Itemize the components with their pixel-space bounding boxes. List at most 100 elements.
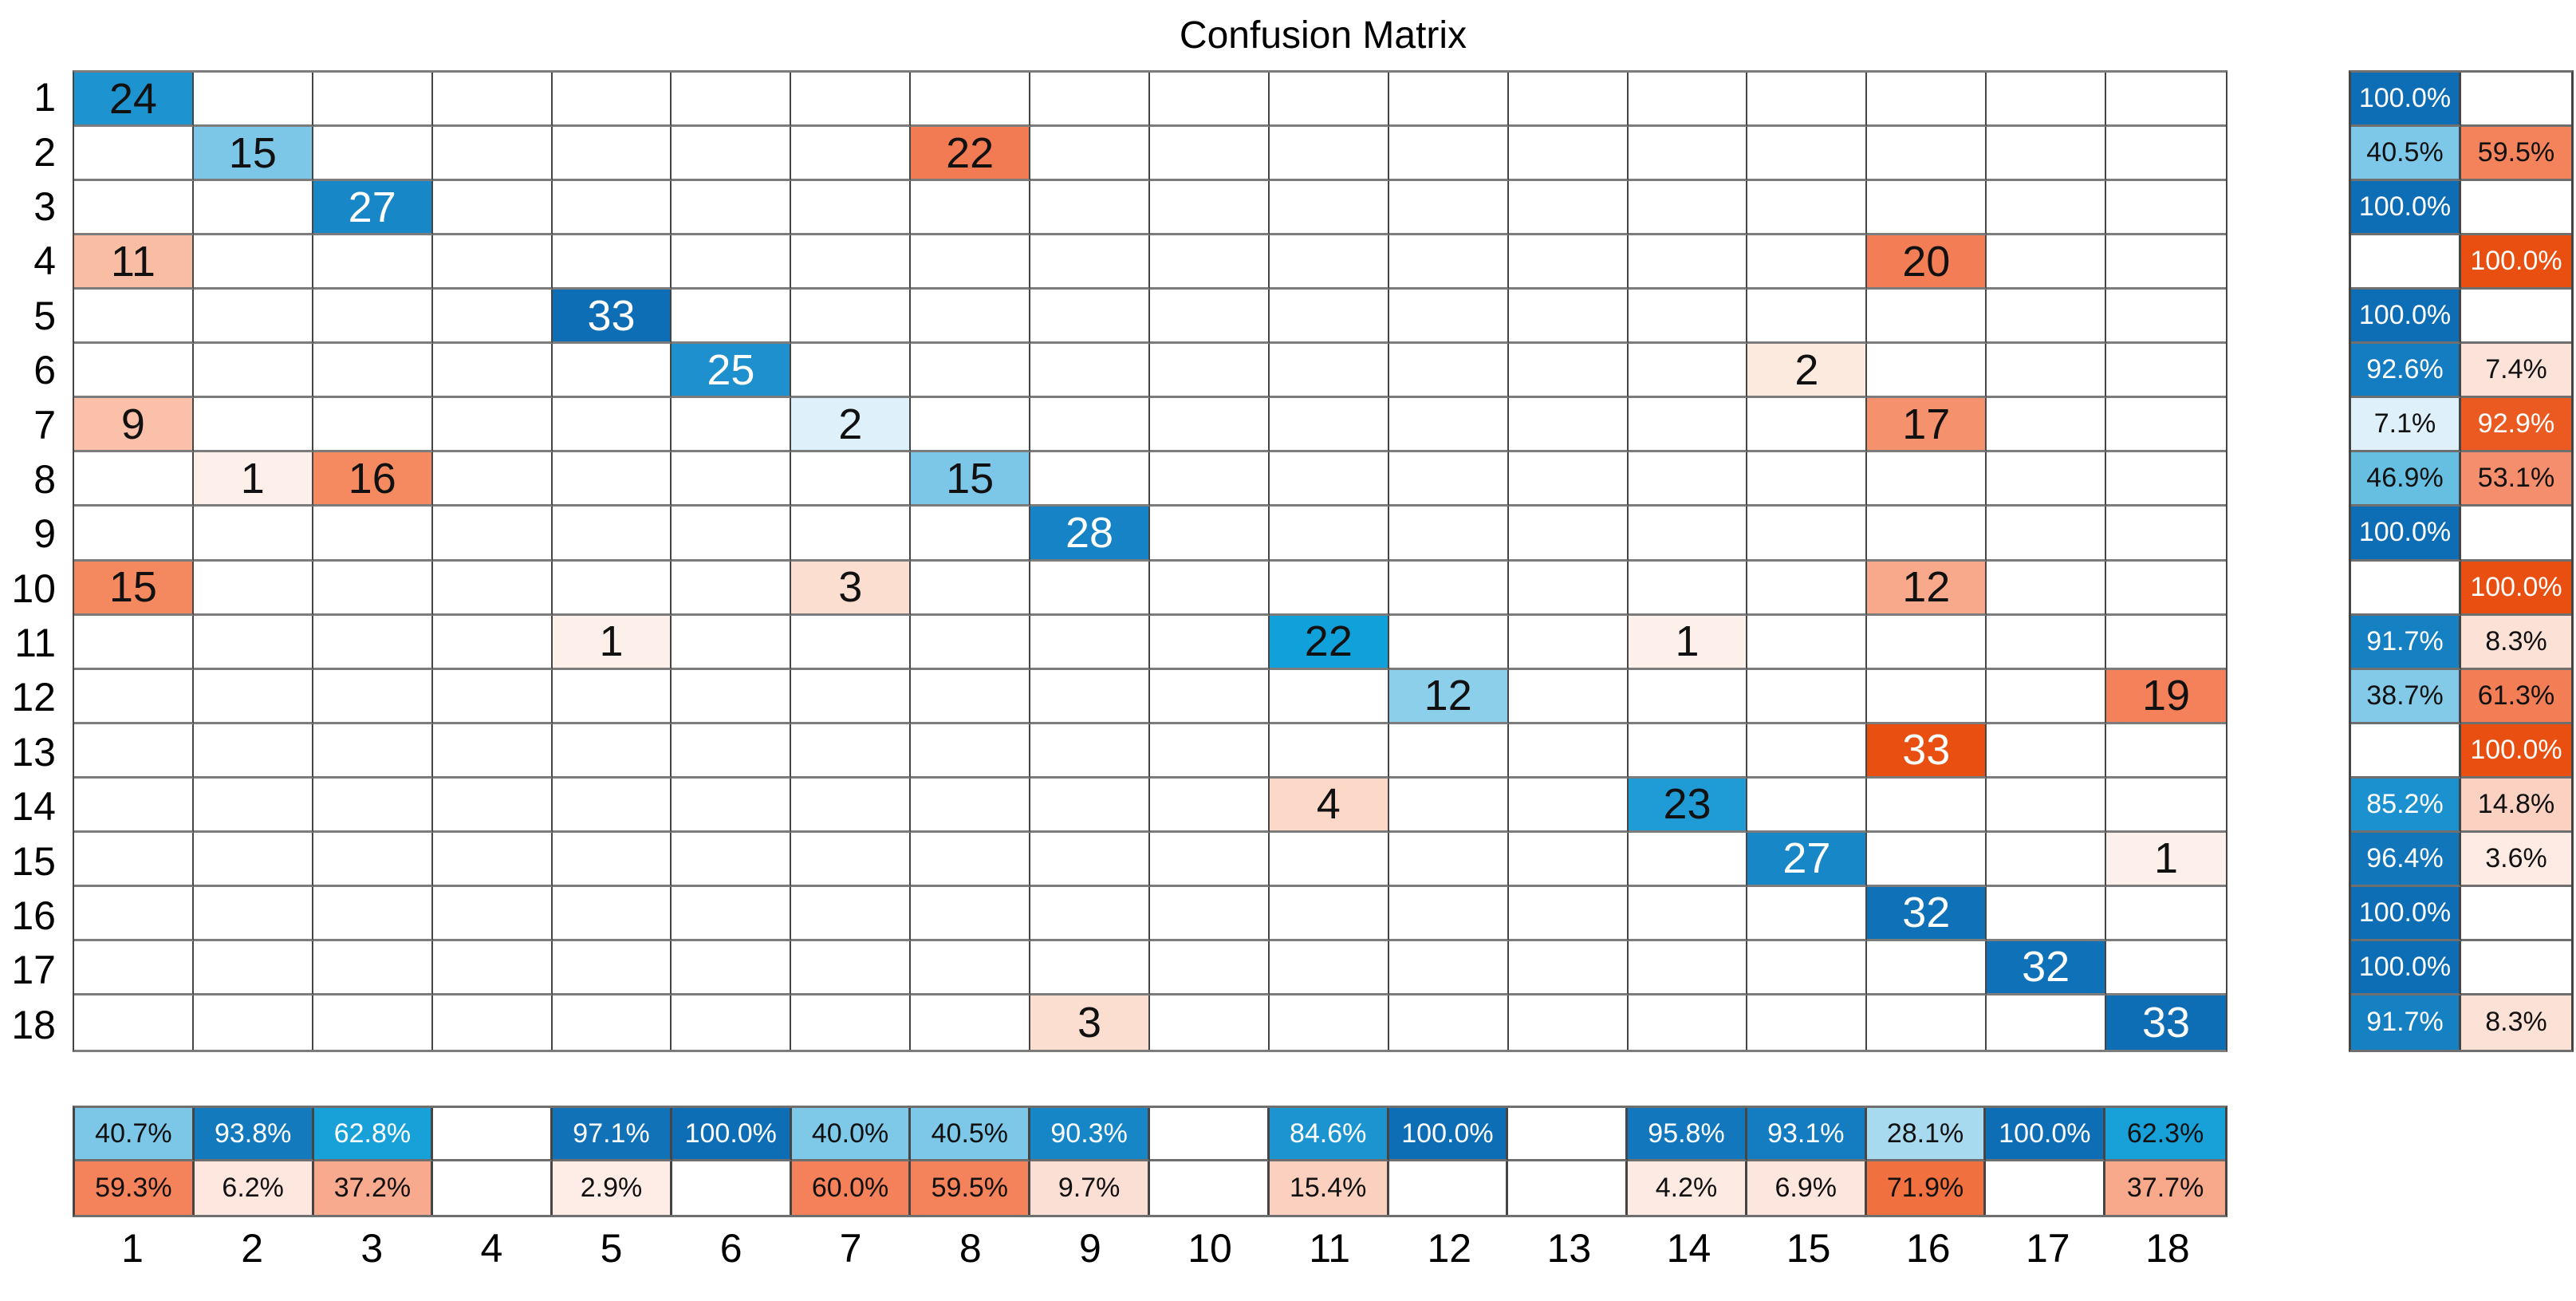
- matrix-cell: [1628, 73, 1748, 128]
- matrix-cell: [313, 778, 433, 833]
- matrix-cell: [74, 344, 194, 399]
- matrix-cell: [313, 995, 433, 1050]
- matrix-cell: [1508, 669, 1629, 724]
- matrix-cell: [1149, 669, 1270, 724]
- matrix-cell: [1987, 669, 2107, 724]
- matrix-cell: [1388, 73, 1509, 128]
- matrix-cell: [672, 235, 792, 290]
- matrix-cell: [1269, 235, 1389, 290]
- matrix-cell: [672, 886, 792, 941]
- matrix-cell: [672, 778, 792, 833]
- matrix-cell: [552, 507, 672, 562]
- matrix-cell: [672, 615, 792, 670]
- matrix-cell: [1030, 832, 1150, 887]
- row-summary-cell: 100.0%: [2461, 561, 2571, 616]
- matrix-cell: [1508, 507, 1629, 562]
- matrix-cell: [1269, 723, 1389, 779]
- matrix-cell: [1867, 669, 1987, 724]
- matrix-cell: [74, 778, 194, 833]
- col-axis-label: 16: [1905, 1226, 1951, 1271]
- row-summary-cell: 7.1%: [2351, 398, 2461, 453]
- matrix-cell: [2106, 181, 2226, 236]
- matrix-cell: [1269, 73, 1389, 128]
- matrix-cell: [1628, 235, 1748, 290]
- matrix-cell: [1628, 452, 1748, 507]
- matrix-cell: 32: [1987, 940, 2107, 995]
- matrix-cell: [1987, 344, 2107, 399]
- matrix-cell: [193, 886, 313, 941]
- matrix-cell: [1628, 886, 1748, 941]
- matrix-cell: [1867, 290, 1987, 345]
- matrix-cell: [1747, 615, 1868, 670]
- matrix-cell: 1: [1628, 615, 1748, 670]
- matrix-cell: [1867, 507, 1987, 562]
- confusion-matrix-grid: 24 15 22 27 11 20 33 25 2 9 2 17 1 16 15 28 15 3 12 1 22 1 12 1…: [73, 70, 2227, 1052]
- row-axis-label: 3: [33, 183, 56, 229]
- matrix-cell: [911, 886, 1031, 941]
- row-summary-cell: 14.8%: [2461, 778, 2571, 833]
- matrix-cell: [74, 940, 194, 995]
- matrix-cell: [1149, 507, 1270, 562]
- matrix-cell: [432, 235, 553, 290]
- matrix-cell: [1508, 995, 1629, 1050]
- matrix-cell: [1149, 561, 1270, 616]
- matrix-cell: [672, 181, 792, 236]
- matrix-cell: [1149, 452, 1270, 507]
- matrix-cell: [432, 778, 553, 833]
- row-summary-panel: 100.0% 40.5% 59.5% 100.0% 100.0% 100.0% 92.6% 7…: [2349, 70, 2574, 1052]
- matrix-cell: [2106, 723, 2226, 779]
- matrix-cell: [432, 452, 553, 507]
- matrix-cell: [1388, 452, 1509, 507]
- matrix-cell: [1388, 290, 1509, 345]
- row-summary-cell: 53.1%: [2461, 452, 2571, 507]
- matrix-cell: [2106, 73, 2226, 128]
- col-axis-label: 2: [241, 1226, 264, 1271]
- col-axis-label: 14: [1666, 1226, 1711, 1271]
- matrix-cell: [1747, 452, 1868, 507]
- matrix-cell: [552, 235, 672, 290]
- matrix-cell: [193, 669, 313, 724]
- matrix-cell: [1747, 723, 1868, 779]
- matrix-cell: [1508, 127, 1629, 182]
- col-summary-cell: 62.8%: [313, 1108, 434, 1161]
- col-summary-cell: 37.2%: [313, 1161, 434, 1215]
- matrix-cell: [1628, 832, 1748, 887]
- matrix-cell: [1149, 778, 1270, 833]
- matrix-cell: [1030, 181, 1150, 236]
- matrix-cell: [1987, 181, 2107, 236]
- matrix-cell: [193, 832, 313, 887]
- matrix-cell: [672, 73, 792, 128]
- matrix-cell: [1149, 398, 1270, 453]
- matrix-cell: [552, 995, 672, 1050]
- matrix-cell: [552, 452, 672, 507]
- matrix-cell: [1388, 181, 1509, 236]
- matrix-cell: [1149, 127, 1270, 182]
- matrix-cell: [1508, 452, 1629, 507]
- matrix-cell: [2106, 615, 2226, 670]
- matrix-cell: [1269, 561, 1389, 616]
- matrix-cell: [432, 832, 553, 887]
- matrix-cell: [1030, 127, 1150, 182]
- matrix-cell: [552, 832, 672, 887]
- matrix-cell: 19: [2106, 669, 2226, 724]
- matrix-cell: [1987, 723, 2107, 779]
- matrix-cell: [1508, 235, 1629, 290]
- col-summary-cell: 37.7%: [2105, 1161, 2225, 1215]
- row-summary-cell: [2461, 507, 2571, 562]
- matrix-cell: [672, 669, 792, 724]
- matrix-cell: [313, 73, 433, 128]
- matrix-cell: [1867, 940, 1987, 995]
- matrix-cell: [1030, 235, 1150, 290]
- matrix-cell: [313, 940, 433, 995]
- matrix-cell: 12: [1388, 669, 1509, 724]
- matrix-cell: [432, 344, 553, 399]
- row-axis-label: 1: [33, 75, 56, 120]
- matrix-cell: 24: [74, 73, 194, 128]
- row-axis-label: 16: [11, 893, 56, 939]
- col-axis-label: 15: [1786, 1226, 1831, 1271]
- matrix-cell: [911, 615, 1031, 670]
- matrix-cell: [193, 615, 313, 670]
- matrix-cell: [2106, 561, 2226, 616]
- matrix-cell: [1269, 181, 1389, 236]
- matrix-cell: [552, 886, 672, 941]
